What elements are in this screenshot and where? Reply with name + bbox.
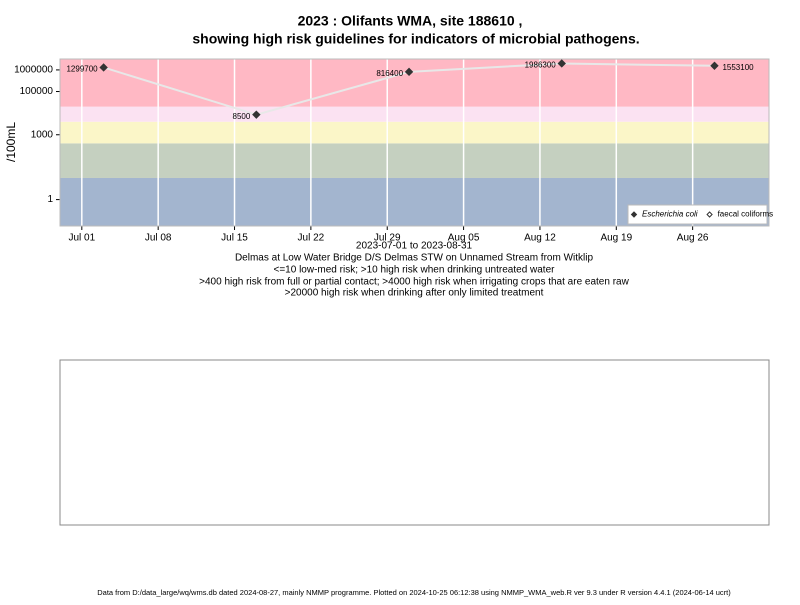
legend-label: faecal coliforms (718, 210, 774, 219)
chart-title: 2023 : Olifants WMA, site 188610 , (298, 13, 523, 29)
data-point (99, 63, 108, 72)
note: >20000 high risk when drinking after onl… (285, 288, 544, 299)
x-tick-label: Aug 05 (448, 233, 480, 244)
legend-marker (706, 211, 713, 218)
x-tick-label: Aug 12 (524, 233, 556, 244)
y-tick-label: 1000 (31, 129, 54, 140)
y-axis-label: /100mL (4, 122, 18, 162)
x-tick-label: Jul 08 (145, 233, 172, 244)
note: <=10 low-med risk; >10 high risk when dr… (274, 265, 556, 276)
risk-band (60, 121, 769, 144)
footer: Data from D:/data_large/wq/wms.db dated … (97, 588, 731, 597)
data-point (252, 110, 261, 119)
y-tick-label: 100000 (20, 86, 54, 97)
y-tick-label: 1000000 (14, 65, 53, 76)
x-tick-label: Aug 26 (677, 233, 709, 244)
note: Delmas at Low Water Bridge D/S Delmas ST… (235, 253, 594, 264)
risk-band (60, 143, 769, 178)
note: >400 high risk from full or partial cont… (199, 277, 629, 288)
x-tick-label: Jul 15 (221, 233, 248, 244)
legend-marker (630, 211, 638, 218)
data-point (404, 67, 414, 77)
y-tick-label: 1 (47, 194, 53, 205)
x-tick-label: Aug 19 (600, 233, 632, 244)
data-point (710, 61, 719, 70)
x-tick-label: Jul 01 (68, 233, 95, 244)
risk-band (60, 59, 769, 107)
plot-frame (59, 58, 770, 227)
data-label: 1553100 (722, 63, 754, 72)
data-label: 1986300 (525, 61, 557, 70)
legend-label: Escherichia coli (642, 210, 698, 219)
data-label: 8500 (233, 112, 251, 121)
chart-subtitle: showing high risk guidelines for indicat… (192, 31, 639, 47)
x-tick-label: Jul 29 (374, 233, 401, 244)
legend-box (627, 204, 768, 225)
risk-band (60, 106, 769, 122)
data-label: 1299700 (66, 65, 98, 74)
x-axis-label: 2023-07-01 to 2023-08-31 (356, 241, 473, 252)
data-point (557, 59, 566, 68)
x-tick-label: Jul 22 (298, 233, 325, 244)
data-label: 816400 (376, 69, 403, 78)
empty-panel (59, 359, 770, 526)
